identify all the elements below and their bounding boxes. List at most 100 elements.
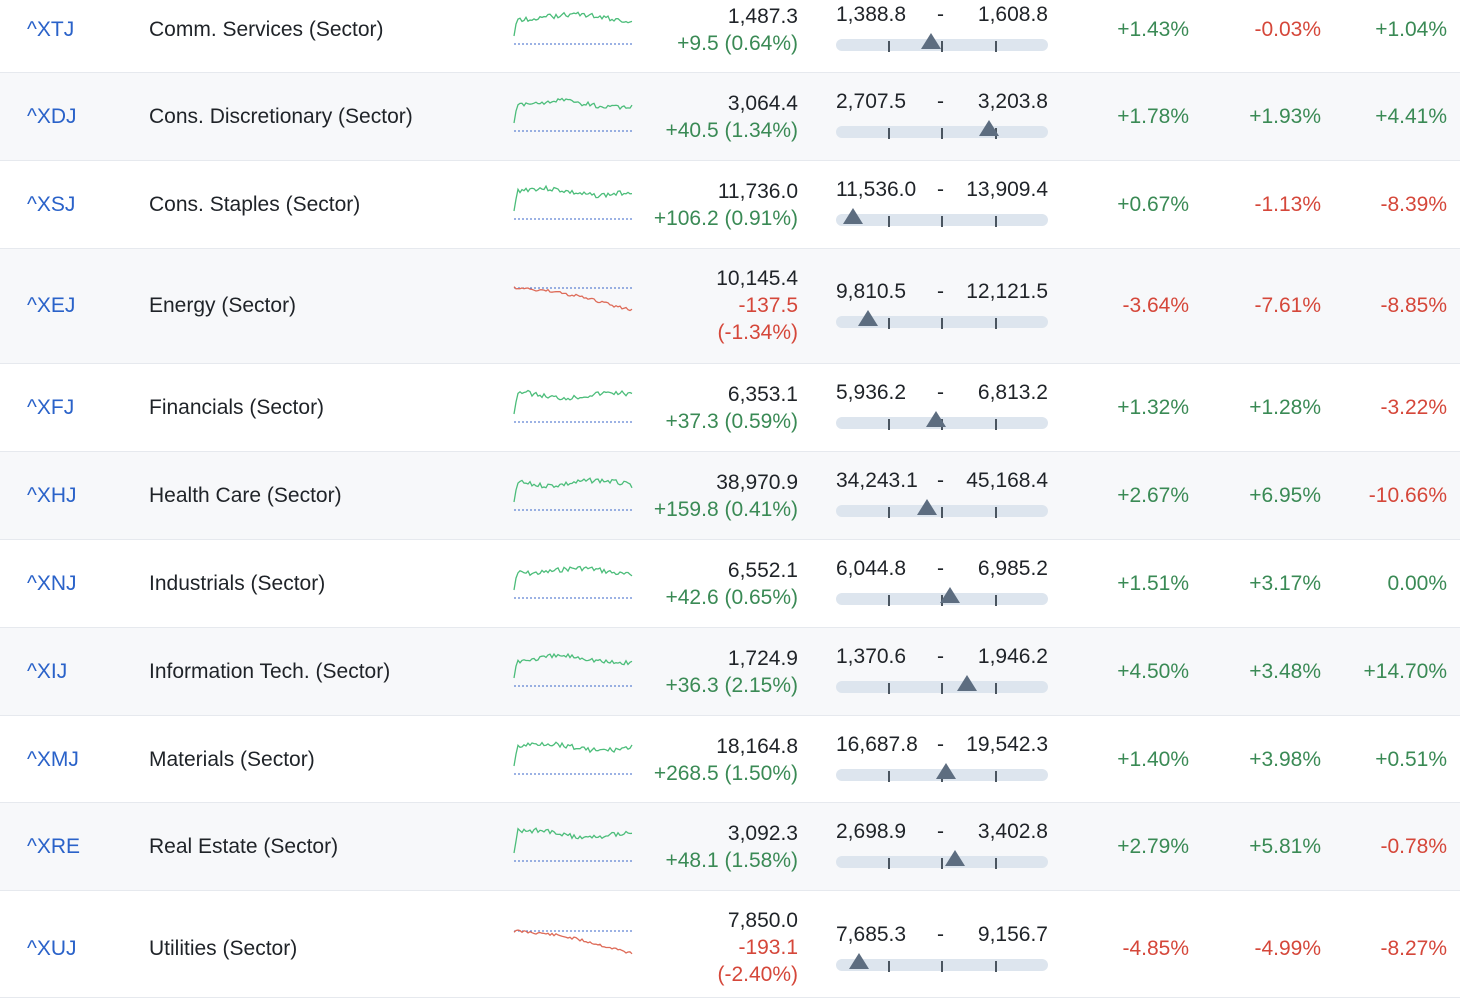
range-tick — [995, 961, 997, 972]
sparkline-chart[interactable] — [512, 648, 636, 692]
table-row[interactable]: ^XDJ Cons. Discretionary (Sector) 3,064.4 +… — [0, 73, 1460, 161]
range-marker-icon — [849, 953, 870, 969]
range-tick — [888, 41, 890, 52]
sector-name: Cons. Staples (Sector) — [149, 193, 361, 216]
range-tick — [995, 41, 997, 52]
percent-change-p3: +0.51% — [1375, 748, 1447, 771]
sparkline-series — [513, 827, 633, 854]
price-cell: 3,064.4 +40.5 (1.34%) — [665, 90, 798, 144]
symbol-link[interactable]: ^XTJ — [27, 18, 75, 41]
price-cell: 1,724.9 +36.3 (2.15%) — [665, 645, 798, 699]
symbol-link[interactable]: ^XEJ — [27, 294, 76, 317]
percent-change-p3: -8.27% — [1380, 937, 1447, 960]
percent-change-p2: +6.95% — [1249, 484, 1321, 507]
day-range: 11,536.0-13,909.4 — [836, 178, 1048, 228]
symbol-link[interactable]: ^XUJ — [27, 937, 77, 960]
price-change: +36.3 (2.15%) — [665, 674, 798, 697]
sparkline-chart[interactable] — [512, 181, 636, 225]
range-tick — [941, 507, 943, 518]
range-bar — [836, 120, 1048, 139]
table-row[interactable]: ^XRE Real Estate (Sector) 3,092.3 +48.1 (1.… — [0, 803, 1460, 891]
range-low: 6,044.8 — [836, 557, 907, 580]
range-separator: - — [937, 381, 944, 404]
range-low: 9,810.5 — [836, 280, 907, 303]
range-tick — [888, 128, 890, 139]
sparkline-chart[interactable] — [512, 6, 636, 50]
symbol-link[interactable]: ^XRE — [27, 835, 81, 858]
sparkline-chart[interactable] — [512, 472, 636, 516]
percent-change-p3: -8.85% — [1380, 294, 1447, 317]
symbol-link[interactable]: ^XIJ — [27, 660, 68, 683]
range-low: 16,687.8 — [836, 733, 918, 756]
range-tick — [888, 961, 890, 972]
table-row[interactable]: ^XIJ Information Tech. (Sector) 1,724.9 +36… — [0, 628, 1460, 716]
table-row[interactable]: ^XNJ Industrials (Sector) 6,552.1 +42.6 (0.… — [0, 540, 1460, 628]
range-low: 5,936.2 — [836, 381, 907, 404]
percent-change-p3: -3.22% — [1380, 396, 1447, 419]
day-range: 1,370.6 - 1,946.2 — [836, 645, 1048, 695]
price-change: -137.5 — [738, 294, 798, 317]
percent-change-p3: +1.04% — [1375, 18, 1447, 41]
range-separator: - — [937, 557, 944, 580]
symbol-link[interactable]: ^XSJ — [27, 193, 76, 216]
range-tick — [888, 858, 890, 869]
last-price: 18,164.8 — [716, 735, 798, 758]
range-tick — [888, 771, 890, 782]
table-row[interactable]: ^XTJ Comm. Services (Sector) 1,487.3 +9.5 (… — [0, 0, 1460, 73]
range-high: 13,909.4 — [966, 178, 1048, 201]
symbol-link[interactable]: ^XNJ — [27, 572, 77, 595]
symbol-link[interactable]: ^XFJ — [27, 396, 75, 419]
symbol-link[interactable]: ^XHJ — [27, 484, 77, 507]
sparkline-chart[interactable] — [512, 560, 636, 604]
symbol-link[interactable]: ^XMJ — [27, 748, 79, 771]
range-separator: - — [937, 469, 944, 492]
sector-name: Financials (Sector) — [149, 396, 325, 419]
sector-name: Real Estate (Sector) — [149, 835, 339, 858]
range-tick — [995, 858, 997, 869]
sparkline-series — [513, 389, 633, 415]
range-low: 34,243.1 — [836, 469, 918, 492]
percent-change-p2: +5.81% — [1249, 835, 1321, 858]
range-high: 45,168.4 — [966, 469, 1048, 492]
range-separator: - — [937, 820, 944, 843]
table-row[interactable]: ^XEJ Energy (Sector) 10,145.4 -137.5 (-1.34%… — [0, 249, 1460, 364]
percent-change-p2: +1.28% — [1249, 396, 1321, 419]
symbol-link[interactable]: ^XDJ — [27, 105, 77, 128]
sector-name: Industrials (Sector) — [149, 572, 326, 595]
percent-change-p2: -0.03% — [1254, 18, 1321, 41]
sparkline-series — [513, 929, 633, 955]
table-row[interactable]: ^XSJ Cons. Staples (Sector) 11,736.0 +106.2… — [0, 161, 1460, 249]
sparkline-series — [513, 652, 633, 679]
day-range: 9,810.5 -12,121.5 — [836, 280, 1048, 330]
range-low: 2,698.9 — [836, 820, 907, 843]
range-tick — [995, 419, 997, 430]
percent-change-p3: 0.00% — [1387, 572, 1447, 595]
last-price: 11,736.0 — [717, 180, 798, 203]
percent-change-p1: +1.43% — [1117, 18, 1189, 41]
range-bar — [836, 675, 1048, 694]
range-high: 1,946.2 — [977, 645, 1048, 668]
sparkline-chart[interactable] — [512, 93, 636, 137]
percent-change-p1: +1.51% — [1117, 572, 1189, 595]
percent-change-p1: +1.78% — [1117, 105, 1189, 128]
range-tick — [888, 683, 890, 694]
range-bar — [836, 208, 1048, 227]
range-high: 9,156.7 — [977, 923, 1048, 946]
range-separator: - — [937, 178, 944, 201]
range-tick — [941, 128, 943, 139]
sparkline-chart[interactable] — [512, 823, 636, 867]
sparkline-chart[interactable] — [512, 282, 636, 326]
range-high: 3,203.8 — [977, 90, 1048, 113]
sparkline-chart[interactable] — [512, 384, 636, 428]
table-row[interactable]: ^XHJ Health Care (Sector) 38,970.9 +159.8 (… — [0, 452, 1460, 540]
range-high: 12,121.5 — [966, 280, 1048, 303]
price-change: (-2.40%) — [717, 963, 798, 986]
sector-name: Energy (Sector) — [149, 294, 297, 317]
range-high: 6,985.2 — [977, 557, 1048, 580]
price-cell: 1,487.3 +9.5 (0.64%) — [677, 3, 798, 57]
table-row[interactable]: ^XMJ Materials (Sector) 18,164.8 +268.5 (1.… — [0, 716, 1460, 803]
table-row[interactable]: ^XUJ Utilities (Sector) 7,850.0 -193.1 (-2.4… — [0, 891, 1460, 998]
sparkline-chart[interactable] — [512, 736, 636, 780]
table-row[interactable]: ^XFJ Financials (Sector) 6,353.1 +37.3 (0.5… — [0, 364, 1460, 452]
sparkline-chart[interactable] — [512, 925, 636, 969]
